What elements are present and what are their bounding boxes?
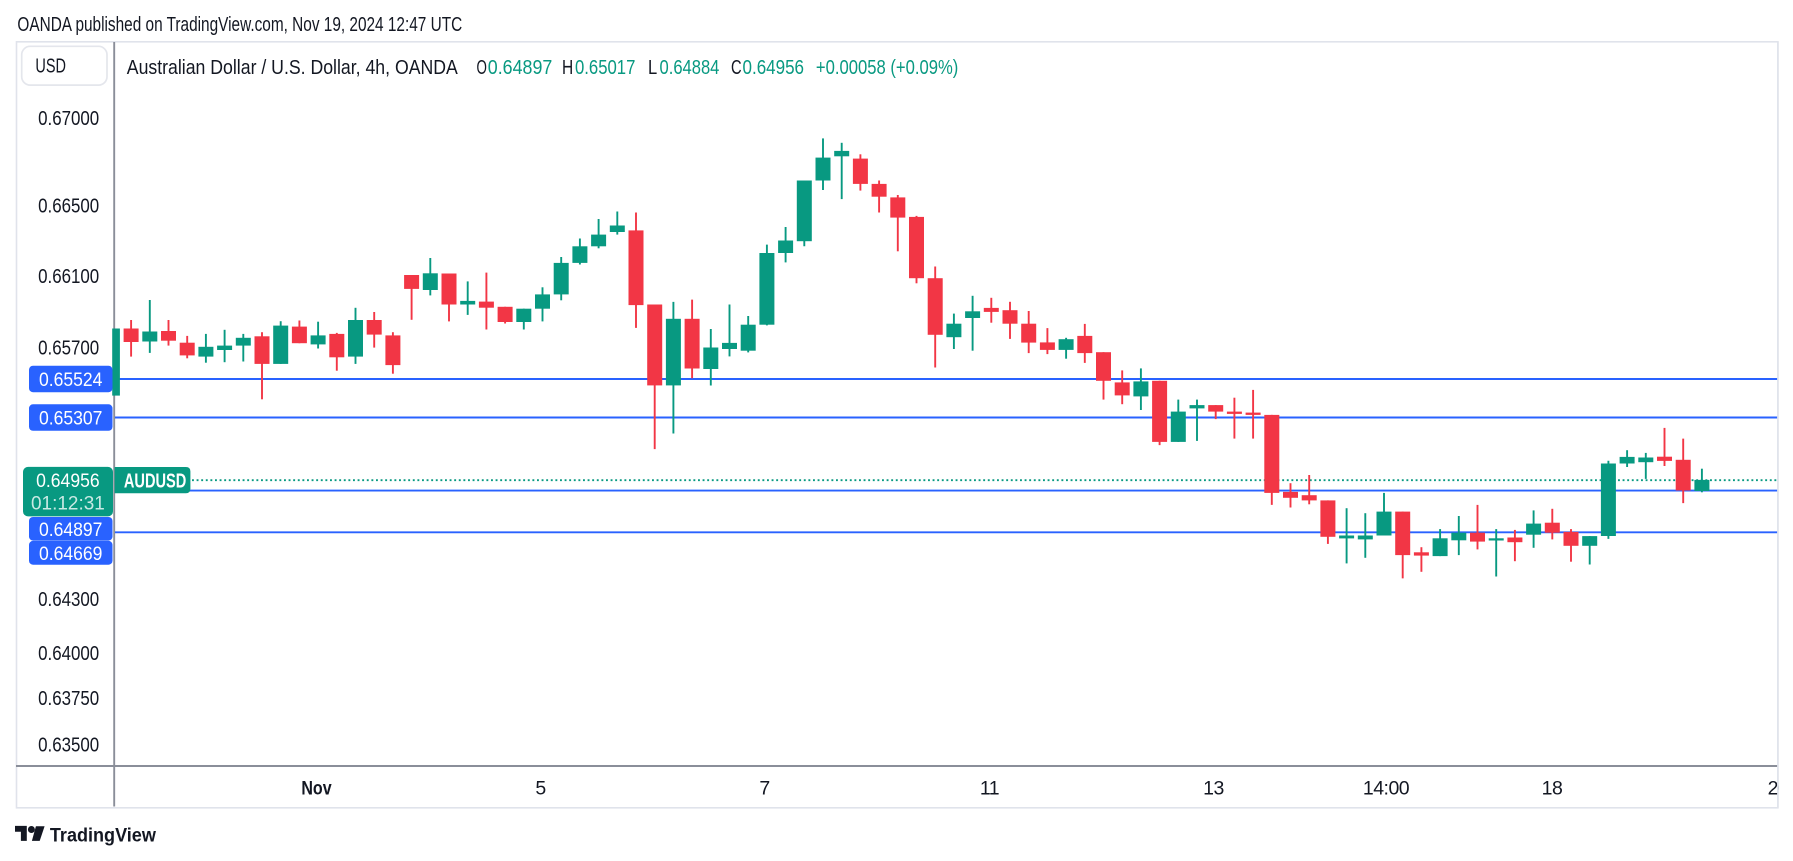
svg-text:0.64956: 0.64956 bbox=[743, 56, 805, 79]
svg-text:0.64897: 0.64897 bbox=[488, 56, 553, 79]
svg-text:Nov: Nov bbox=[301, 778, 331, 800]
svg-text:AUDUSD: AUDUSD bbox=[124, 471, 186, 493]
svg-text:0.63500: 0.63500 bbox=[38, 735, 99, 757]
svg-text:7: 7 bbox=[759, 778, 769, 800]
svg-text:H: H bbox=[562, 56, 573, 79]
svg-text:0.64897: 0.64897 bbox=[39, 519, 103, 541]
svg-text:0.64300: 0.64300 bbox=[38, 589, 99, 611]
svg-text:0.63750: 0.63750 bbox=[38, 688, 99, 710]
svg-text:L: L bbox=[648, 56, 657, 79]
svg-text:TradingView: TradingView bbox=[50, 825, 157, 847]
svg-text:0.64669: 0.64669 bbox=[39, 543, 103, 565]
svg-text:O: O bbox=[477, 56, 487, 79]
svg-text:0.64000: 0.64000 bbox=[38, 643, 99, 665]
svg-text:0.65307: 0.65307 bbox=[39, 408, 103, 430]
svg-text:0.65524: 0.65524 bbox=[39, 369, 103, 391]
svg-text:0.66100: 0.66100 bbox=[38, 266, 99, 288]
svg-text:11: 11 bbox=[980, 778, 999, 800]
svg-text:C: C bbox=[731, 56, 742, 79]
svg-text:13: 13 bbox=[1203, 778, 1224, 800]
svg-text:USD: USD bbox=[35, 56, 66, 78]
svg-text:0.64956: 0.64956 bbox=[36, 470, 100, 492]
svg-text:14:00: 14:00 bbox=[1363, 778, 1410, 800]
svg-text:OANDA published on TradingView: OANDA published on TradingView.com, Nov … bbox=[17, 13, 462, 36]
svg-text:0.65700: 0.65700 bbox=[38, 338, 99, 360]
svg-text:01:12:31: 01:12:31 bbox=[31, 492, 105, 514]
svg-text:18: 18 bbox=[1542, 778, 1563, 800]
svg-text:Australian Dollar / U.S. Dolla: Australian Dollar / U.S. Dollar, 4h, OAN… bbox=[127, 56, 458, 79]
svg-text:0.67000: 0.67000 bbox=[38, 108, 99, 130]
svg-text:5: 5 bbox=[535, 778, 546, 800]
svg-text:+0.00058 (+0.09%): +0.00058 (+0.09%) bbox=[816, 56, 958, 79]
svg-text:0.64884: 0.64884 bbox=[660, 56, 720, 79]
svg-text:0.65017: 0.65017 bbox=[575, 56, 635, 79]
svg-text:0.66500: 0.66500 bbox=[38, 196, 99, 218]
